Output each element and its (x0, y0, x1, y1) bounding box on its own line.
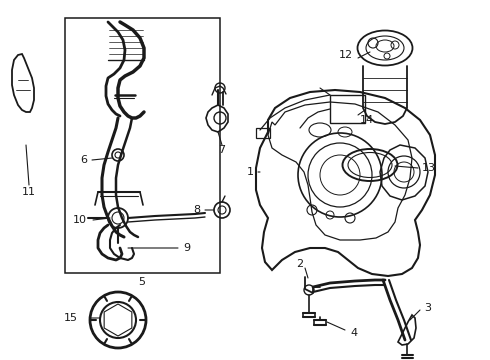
Text: 8: 8 (193, 205, 200, 215)
Text: 15: 15 (64, 313, 78, 323)
Text: 6: 6 (80, 155, 87, 165)
Text: 2: 2 (296, 259, 303, 269)
Text: 5: 5 (139, 277, 146, 287)
Text: 11: 11 (22, 187, 36, 197)
Text: 9: 9 (183, 243, 190, 253)
Text: 4: 4 (350, 328, 357, 338)
Text: 3: 3 (424, 303, 431, 313)
Bar (330, 95, 365, 123)
Text: 10: 10 (73, 215, 87, 225)
Text: 1: 1 (247, 167, 254, 177)
Text: 7: 7 (219, 145, 225, 155)
Bar (65, 18, 220, 273)
Text: 14: 14 (360, 115, 374, 125)
Text: 13: 13 (422, 163, 436, 173)
Text: 12: 12 (339, 50, 353, 60)
Bar (256, 128, 270, 138)
